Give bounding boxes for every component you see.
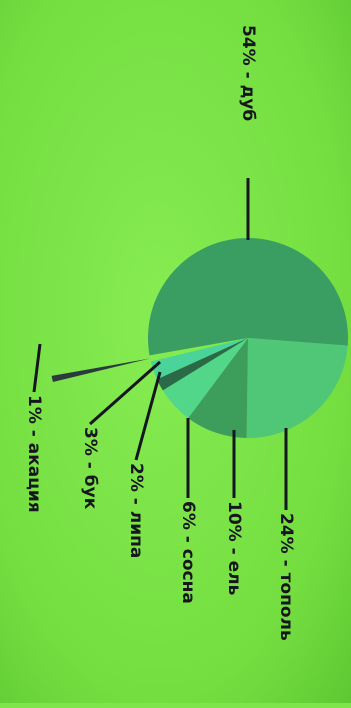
pie-slice [246, 338, 348, 438]
leader-line [89, 360, 161, 426]
pie-slice [150, 338, 248, 380]
leader-line [32, 343, 42, 393]
pie-slice [162, 338, 248, 419]
slice-label: 24% - тополь [276, 513, 296, 641]
leader-line [134, 371, 162, 461]
slice-label: 6% - сосна [178, 501, 198, 604]
slice-label: 54% - дуб [238, 25, 258, 121]
slice-label: 3% - бук [80, 427, 100, 510]
pie-slice [188, 338, 248, 438]
pie-slice [51, 358, 151, 382]
slice-label: 1% - акация [24, 395, 44, 513]
slice-label: 10% - ель [224, 501, 244, 595]
slice-label: 2% - липа [126, 463, 146, 558]
pie-slice [156, 338, 248, 391]
pie-slice [147, 237, 348, 356]
